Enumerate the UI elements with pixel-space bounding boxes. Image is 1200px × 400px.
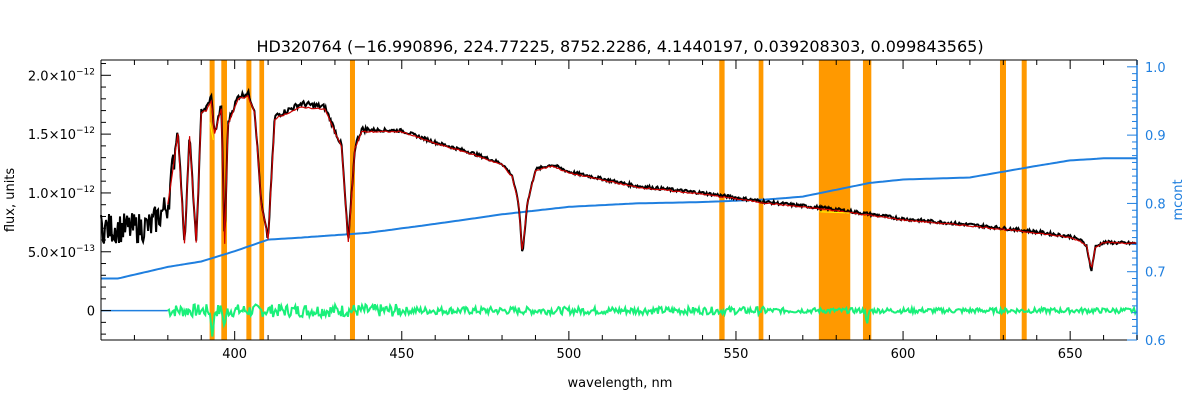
mask-band-7 — [818, 60, 851, 340]
x-tick-label: 600 — [891, 347, 916, 362]
x-tick-label: 500 — [556, 347, 581, 362]
y2-tick-label: 0.7 — [1145, 266, 1166, 281]
y-tick-label: 1.5×10−12 — [28, 126, 95, 143]
y2-tick-label: 0.8 — [1145, 197, 1166, 212]
x-tick-label: 400 — [222, 347, 247, 362]
mask-band-4 — [349, 60, 355, 340]
x-tick-label: 550 — [724, 347, 749, 362]
x-tick-label: 450 — [389, 347, 414, 362]
mask-band-5 — [719, 60, 725, 340]
residual-line — [167, 301, 1138, 337]
mask-bands — [209, 60, 1027, 340]
chart-title: HD320764 (−16.990896, 224.77225, 8752.22… — [256, 37, 983, 56]
y-axis-label: flux, units — [3, 168, 18, 233]
continuum-line — [101, 157, 1137, 280]
mask-band-9 — [999, 60, 1006, 340]
y2-tick-label: 0.9 — [1145, 129, 1166, 144]
mask-band-8 — [862, 60, 872, 340]
y-tick-label: 0 — [87, 305, 95, 320]
fit-highlight-1 — [209, 122, 214, 141]
y-tick-label: 2.0×10−12 — [28, 67, 95, 84]
y2-tick-label: 1.0 — [1145, 61, 1166, 76]
x-axis-label: wavelength, nm — [568, 376, 673, 391]
spectrum-series — [100, 87, 1138, 337]
axes: 400 450 500 550 600 650 0 5.0×10−13 1.0×10−12 1.5… — [28, 59, 1166, 362]
mask-band-2 — [246, 60, 252, 340]
fit-highlight-2 — [819, 211, 850, 214]
y2-tick-label: 0.6 — [1145, 334, 1166, 349]
y2-axis-label: mcont — [1171, 179, 1186, 220]
y-tick-label: 1.0×10−12 — [28, 185, 95, 202]
mask-band-0 — [209, 60, 215, 340]
mask-band-10 — [1021, 60, 1027, 340]
x-tick-label: 650 — [1058, 347, 1083, 362]
model-spectrum — [167, 95, 1137, 269]
y-tick-label: 5.0×10−13 — [28, 244, 95, 261]
